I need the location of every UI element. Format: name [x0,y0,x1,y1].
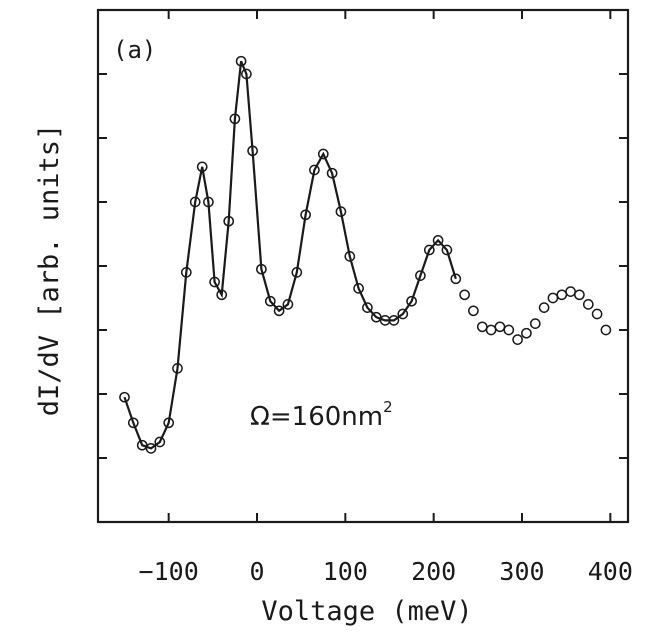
data-point [423,244,435,256]
data-point [494,321,506,333]
data-point [119,391,130,403]
data-point [415,270,426,281]
x-axis-title: Voltage (meV) [261,596,472,627]
y-ticks [98,73,628,459]
data-point [600,324,612,336]
plot-frame [96,8,630,524]
data-point [406,295,417,307]
data-point [353,283,364,294]
x-tick-label: 0 [249,557,264,586]
x-tick-label: 200 [411,557,456,586]
data-point [145,443,157,454]
y-axis-title: dI/dV [arb. units] [34,124,65,417]
data-point [529,318,541,329]
data-point [450,273,462,285]
x-tick-label: 100 [323,557,368,586]
data-point [127,417,139,429]
data-point [432,235,444,246]
x-tick-label: 300 [499,557,544,586]
data-point [521,327,532,339]
data-point [282,299,294,310]
data-point [547,292,559,304]
data-point [264,295,276,307]
x-tick-label: 400 [588,557,633,586]
data-point [582,299,594,310]
data-point [503,324,515,336]
data-point [362,302,373,313]
omega-annotation-superscript: 2 [383,398,393,416]
fit-line [123,60,457,450]
data-point [441,244,453,256]
data-point [317,148,329,160]
omega-annotation-text: Ω=160nm [250,402,383,432]
data-point [468,305,479,317]
panel-label: (a) [113,36,156,64]
series-layer [119,55,612,454]
omega-annotation: Ω=160nm2 [250,398,393,432]
data-point [565,286,576,297]
data-point [556,289,568,301]
data-point [538,302,550,313]
data-point [397,308,409,320]
x-tick-labels: −100 0 100 200 300 400 [139,557,633,586]
data-point [476,321,488,333]
data-point [512,334,523,345]
data-point [591,308,603,320]
data-point [459,289,470,301]
x-tick-label: −100 [139,557,199,586]
data-point [154,436,166,448]
data-point [485,324,497,336]
x-ticks [167,10,612,522]
data-point [273,305,285,317]
data-point [574,289,585,301]
